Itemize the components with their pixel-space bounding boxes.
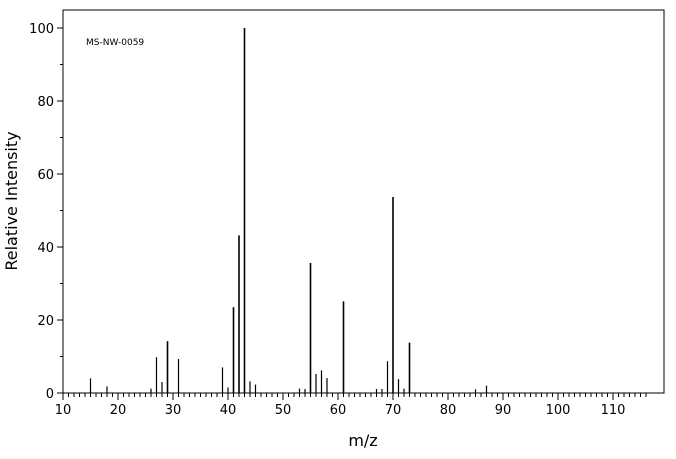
x-tick-label: 70 [385,403,402,418]
y-axis-ticks: 0 20 40 60 80 100 [29,22,63,402]
x-tick-label: 10 [55,403,72,418]
y-axis-label: Relative Intensity [2,131,21,270]
x-tick-label: 60 [330,403,347,418]
y-tick-label: 20 [37,314,54,329]
x-tick-label: 80 [440,403,457,418]
x-tick-label: 20 [110,403,127,418]
x-axis-label: m/z [348,431,377,450]
plot-frame [62,9,665,394]
x-tick-label: 100 [546,403,571,418]
x-tick-label: 50 [275,403,292,418]
y-tick-label: 100 [29,22,54,37]
spectrum-id-annotation: MS-NW-0059 [86,38,144,48]
x-tick-label: 110 [601,403,626,418]
x-tick-label: 40 [220,403,237,418]
x-tick-label: 30 [165,403,182,418]
x-axis-ticks: 10 20 30 40 50 60 70 80 90 100 110 [55,393,647,418]
y-tick-label: 80 [37,95,54,110]
spectrum-peaks [89,28,488,393]
y-tick-label: 40 [37,241,54,256]
y-tick-label: 60 [37,168,54,183]
y-tick-label: 0 [46,387,54,402]
x-tick-label: 90 [495,403,512,418]
